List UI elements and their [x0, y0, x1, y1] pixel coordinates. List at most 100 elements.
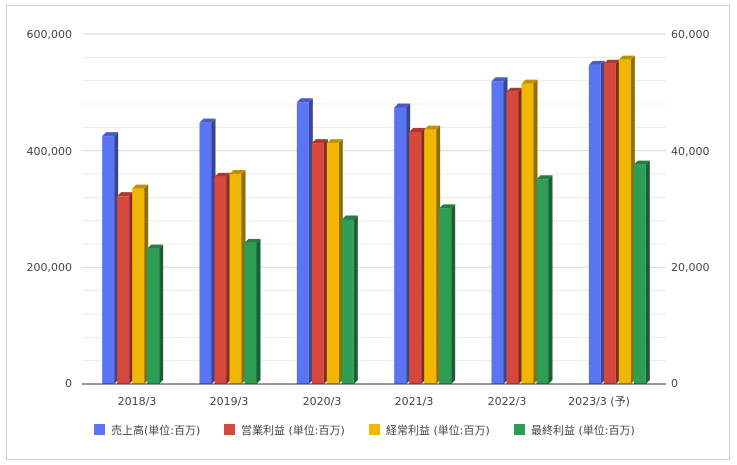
- bar: [132, 184, 149, 384]
- category-label: 2020/3: [303, 395, 342, 408]
- bar: [102, 132, 119, 384]
- bar: [521, 79, 538, 384]
- bar: [117, 192, 134, 384]
- bar-front: [409, 132, 422, 384]
- bar: [439, 204, 456, 384]
- bar-top: [536, 175, 553, 180]
- bar-top: [229, 170, 246, 174]
- bars: [102, 55, 650, 385]
- bar-top: [618, 55, 635, 60]
- category-label: 2019/3: [210, 395, 249, 408]
- bar-top: [311, 139, 328, 144]
- bar-top: [326, 139, 343, 144]
- bar-side: [256, 238, 261, 384]
- bar-side: [548, 175, 553, 384]
- legend-label: 営業利益 (単位:百万): [241, 423, 345, 437]
- legend-swatch: [369, 424, 380, 435]
- bar: [409, 128, 426, 384]
- bar-front: [618, 59, 631, 385]
- bar-top: [117, 192, 134, 197]
- right-tick-label: 0: [671, 377, 678, 390]
- bar: [603, 59, 620, 384]
- bar-side: [159, 244, 164, 384]
- bar-front: [326, 143, 339, 384]
- category-label: 2022/3: [488, 395, 527, 408]
- bar: [506, 87, 523, 384]
- category-label: 2018/3: [118, 395, 157, 408]
- bar-front: [506, 91, 519, 384]
- bar: [341, 215, 358, 384]
- bar-top: [506, 87, 523, 92]
- bar-top: [439, 204, 456, 209]
- bar-front: [603, 63, 616, 384]
- bar-top: [341, 215, 358, 220]
- right-tick-label: 60,000: [671, 28, 710, 41]
- bar-front: [311, 143, 324, 384]
- bar-front: [296, 102, 309, 384]
- bar-top: [588, 60, 605, 65]
- bar: [536, 175, 553, 384]
- bar: [588, 60, 605, 385]
- bar-top: [521, 79, 538, 84]
- bar-front: [229, 174, 242, 384]
- bar-top: [214, 172, 231, 177]
- bar: [311, 139, 328, 384]
- bar-top: [102, 132, 119, 137]
- bar-front: [536, 179, 549, 384]
- legend-label: 経常利益 (単位:百万): [386, 423, 490, 437]
- bar-front: [147, 248, 160, 384]
- bar-front: [102, 136, 115, 384]
- legend-label: 最終利益 (単位:百万): [531, 423, 635, 437]
- bar: [214, 172, 231, 384]
- left-tick-label: 200,000: [27, 261, 73, 274]
- bar: [491, 77, 508, 384]
- bar-top: [603, 59, 620, 64]
- bar-top: [491, 77, 508, 82]
- bar: [326, 139, 343, 384]
- right-tick-label: 20,000: [671, 261, 710, 274]
- bar-top: [244, 238, 261, 243]
- bar-front: [394, 107, 407, 384]
- left-tick-label: 0: [65, 377, 72, 390]
- bar: [296, 98, 313, 384]
- bar-front: [439, 208, 452, 384]
- bar-front: [521, 83, 534, 384]
- left-axis-ticks: 0 200,000 400,000 600,000: [27, 28, 73, 390]
- bar-front: [341, 219, 354, 384]
- bar: [244, 238, 261, 384]
- bar-front: [424, 129, 437, 384]
- bar-front: [117, 196, 130, 384]
- bar-side: [353, 215, 358, 384]
- left-tick-label: 400,000: [27, 145, 73, 158]
- legend-label: 売上高(単位:百万): [111, 423, 200, 437]
- bar: [229, 170, 246, 384]
- bar-side: [645, 160, 650, 384]
- bar-top: [394, 103, 411, 108]
- category-labels: 2018/3 2019/3 2020/3 2021/3 2022/3 2023/…: [118, 395, 630, 408]
- bar-top: [132, 184, 149, 189]
- right-axis-ticks: 0 20,000 40,000 60,000: [671, 28, 710, 390]
- bar-front: [244, 242, 257, 384]
- bar: [633, 160, 650, 384]
- left-tick-label: 600,000: [27, 28, 73, 41]
- legend-swatch: [224, 424, 235, 435]
- right-tick-label: 40,000: [671, 145, 710, 158]
- bar-front: [633, 164, 646, 384]
- bar-front: [132, 188, 145, 384]
- bar: [199, 118, 216, 385]
- bar-front: [199, 122, 212, 385]
- legend-swatch: [94, 424, 105, 435]
- category-label: 2021/3: [395, 395, 434, 408]
- bar: [394, 103, 411, 384]
- bar: [424, 125, 441, 385]
- bar-top: [199, 118, 216, 123]
- bar-top: [424, 125, 441, 130]
- bar: [147, 244, 164, 384]
- bar-top: [633, 160, 650, 165]
- legend: 売上高(単位:百万) 営業利益 (単位:百万) 経常利益 (単位:百万) 最終利…: [94, 423, 635, 437]
- bar-side: [451, 204, 456, 384]
- bar-top: [147, 244, 164, 249]
- bar-top: [409, 128, 426, 132]
- bar-front: [491, 81, 504, 384]
